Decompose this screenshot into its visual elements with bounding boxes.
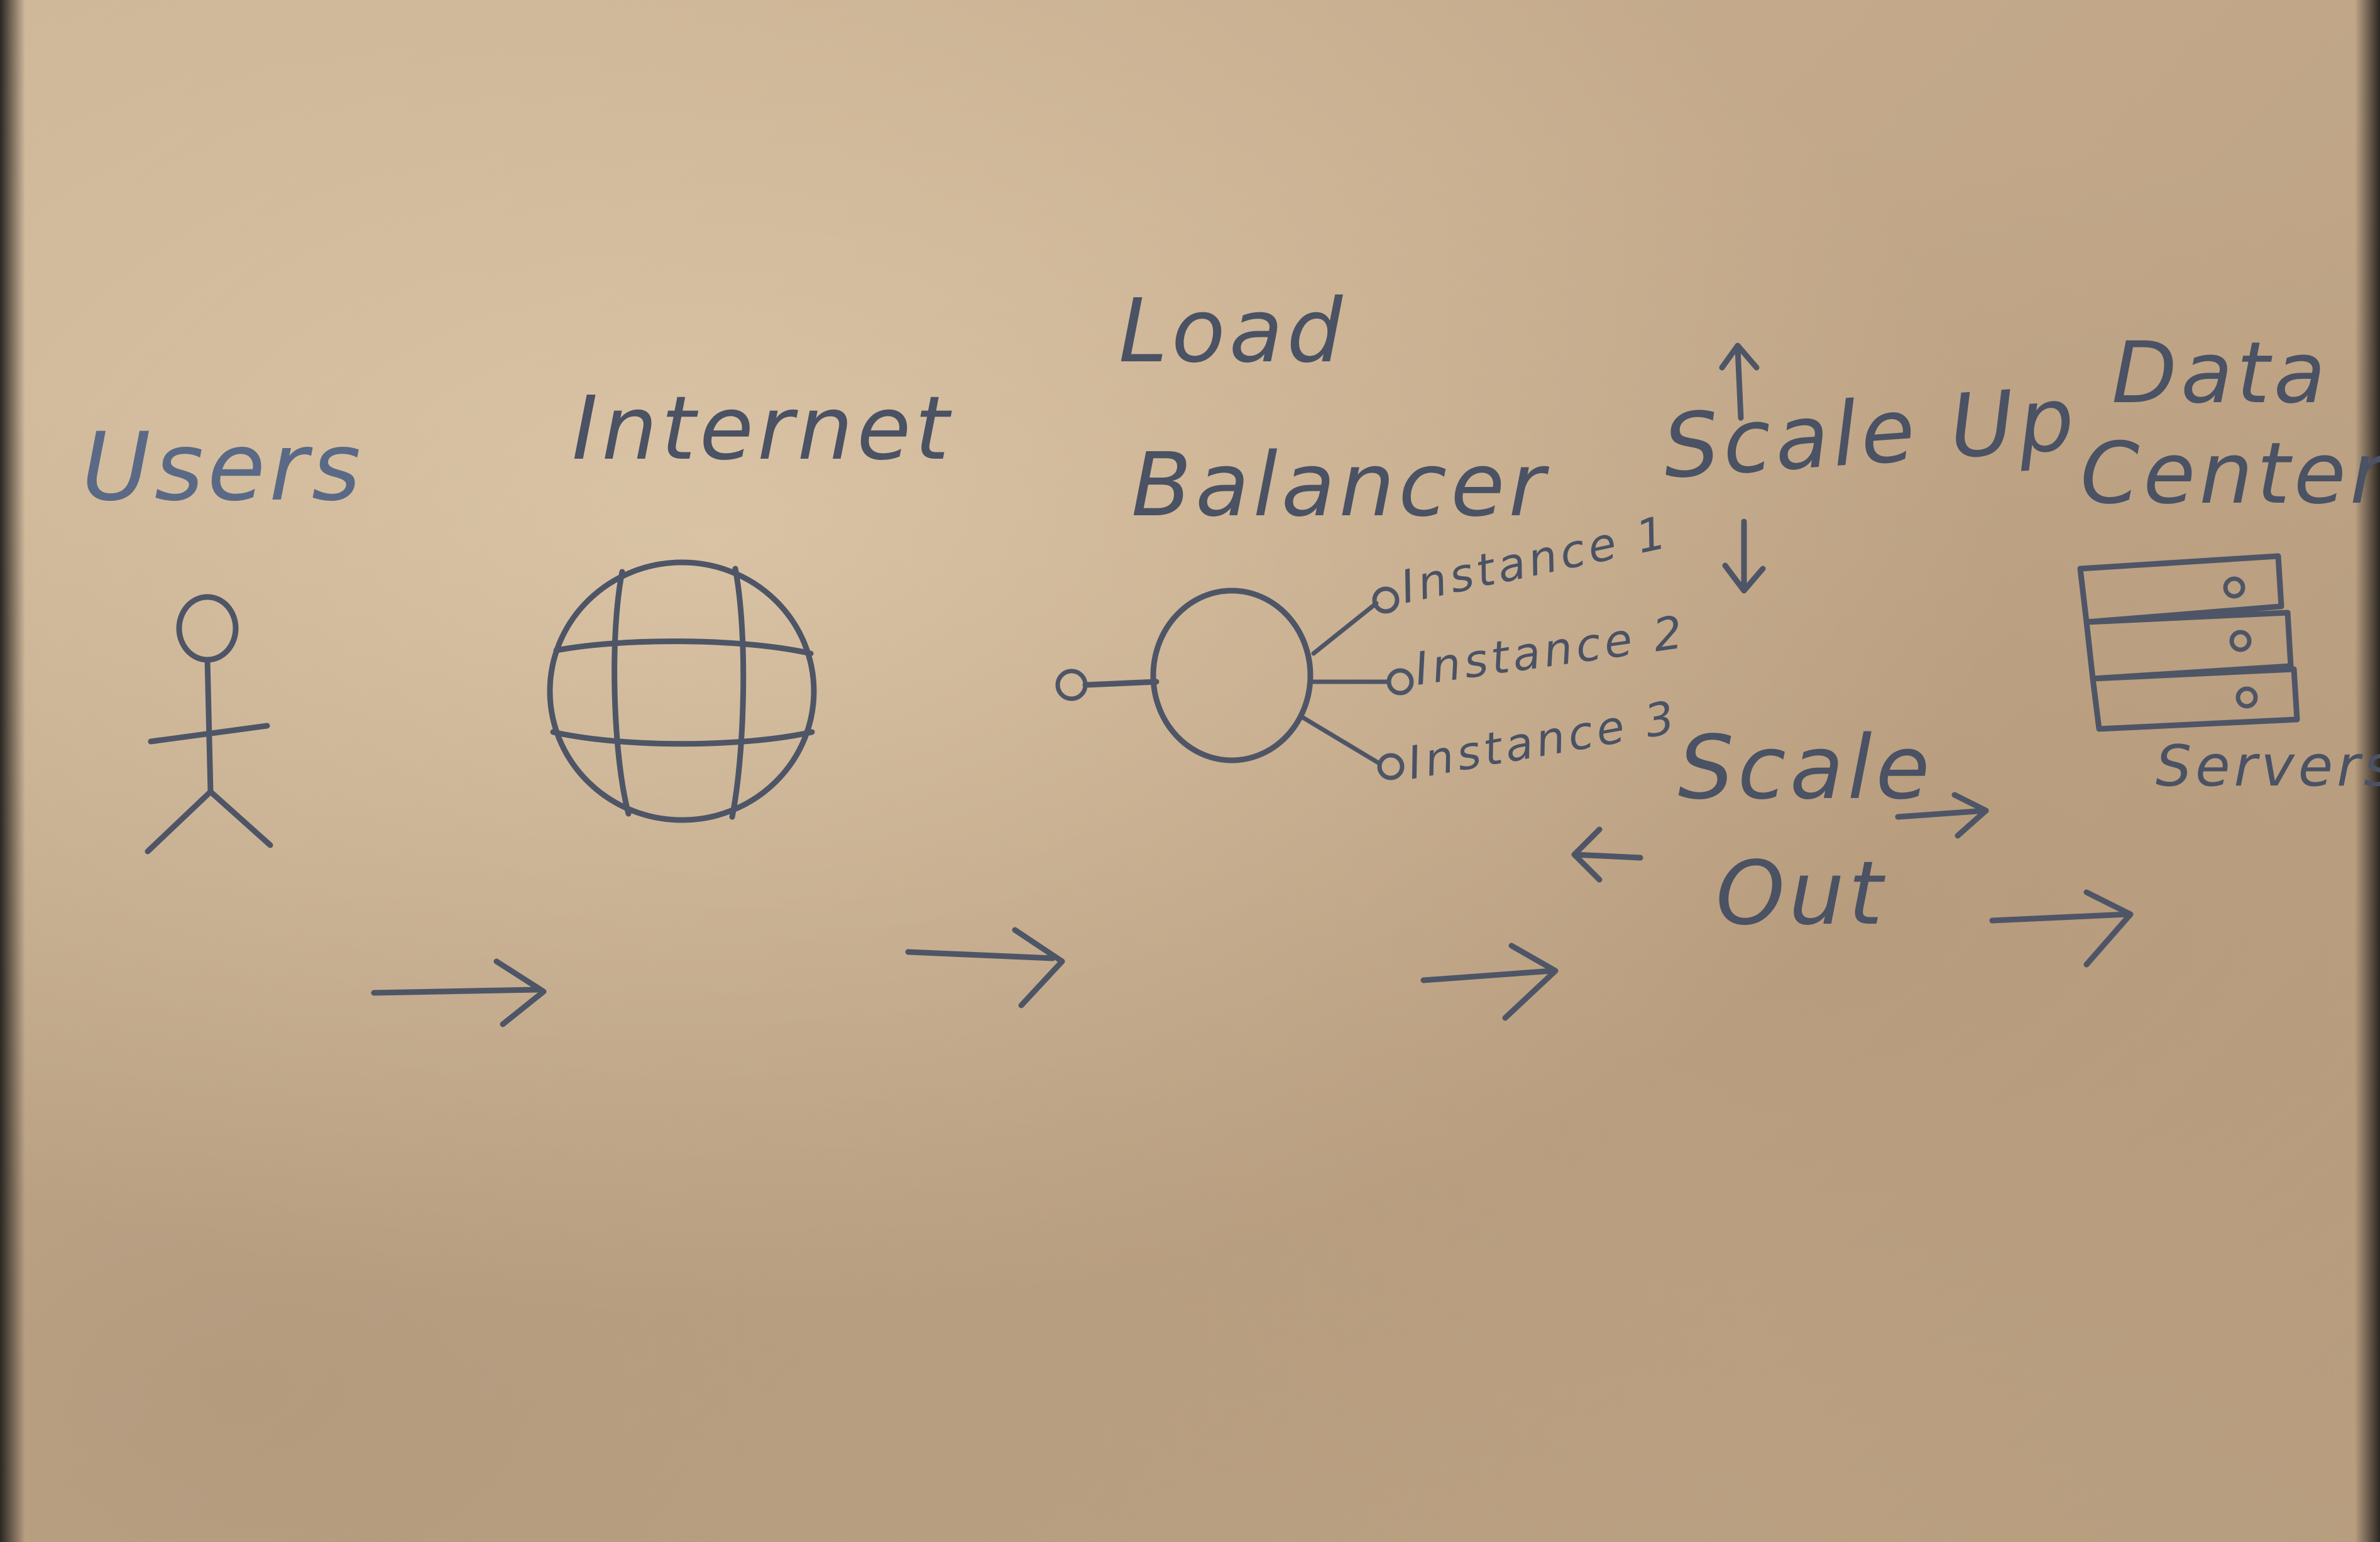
arrow-load-balancer-to-scale-out-icon	[1420, 943, 1559, 1021]
data-center-label-line1: Data	[2112, 324, 2329, 422]
server-stack-icon	[2077, 553, 2300, 732]
load-balancer-icon	[1055, 586, 1414, 780]
arrow-to-data-center-icon	[1989, 889, 2134, 968]
background-shadow-right	[2355, 0, 2380, 1542]
scale-out-label-line2: Out	[1716, 843, 1887, 945]
scale-out-label-line1: Scale	[1678, 717, 1934, 819]
internet-label: Internet	[572, 378, 953, 480]
arrow-internet-to-load-balancer-icon	[905, 927, 1065, 1009]
scale-out-arrows-icon	[1571, 792, 1989, 883]
users-label: Users	[82, 413, 365, 522]
background-shadow-left	[0, 0, 25, 1542]
globe-icon	[547, 559, 817, 823]
stick-figure-icon	[145, 594, 273, 855]
instance-2-label: Instance 2	[1412, 605, 1689, 696]
instance-3-label: Instance 3	[1403, 690, 1682, 789]
servers-label: Servers	[2156, 733, 2380, 799]
scale-up-arrows-icon	[1719, 342, 1766, 594]
load-balancer-label-line1: Load	[1119, 280, 1346, 383]
load-balancer-label-line2: Balancer	[1131, 434, 1549, 537]
arrow-users-to-internet-icon	[371, 958, 547, 1027]
scale-up-label: Scale Up	[1660, 368, 2081, 499]
data-center-label-line2: Center	[2080, 424, 2380, 523]
